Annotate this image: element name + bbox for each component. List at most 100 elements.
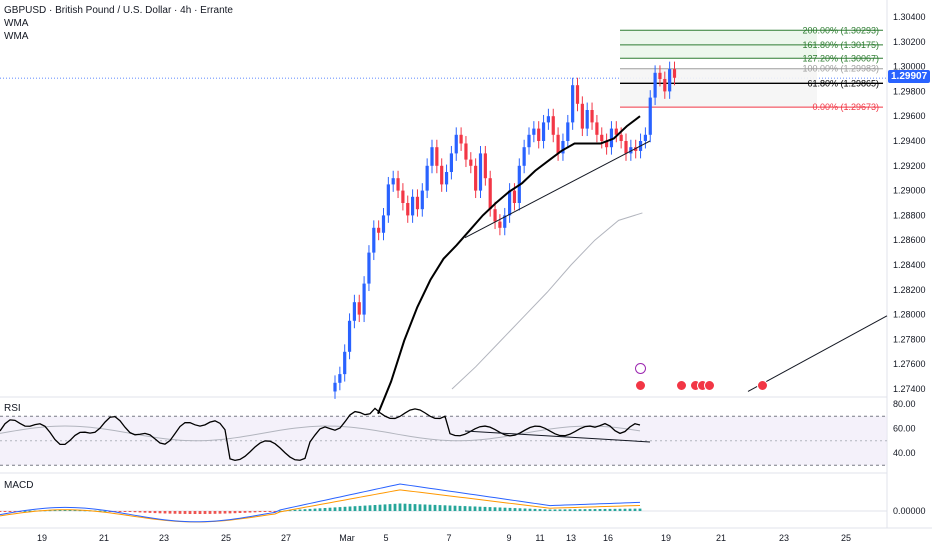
macd-histogram-bar [293,509,297,511]
macd-histogram-bar [318,508,322,511]
candle-body [444,172,449,185]
macd-histogram-bar [373,505,377,511]
candle-body [338,374,342,383]
macd-histogram-bar [233,511,237,514]
candle-body [396,178,400,191]
macd-histogram-bar [378,504,382,511]
candle-body [541,122,546,141]
candle-body [537,128,541,141]
macd-histogram-bar [103,510,107,512]
macd-histogram-bar [578,509,582,511]
macd-histogram-bar [418,504,422,511]
price-tick-label: 1.28800 [893,210,926,220]
macd-histogram-bar [588,509,592,511]
macd-histogram-bar [598,509,602,511]
macd-histogram-bar [463,506,467,511]
time-axis-label: 19 [37,533,47,543]
macd-histogram-bar [488,507,492,511]
macd-histogram-bar [248,511,252,513]
macd-histogram-bar [178,511,182,514]
macd-histogram-bar [433,504,437,511]
macd-histogram-bar [503,507,507,511]
macd-histogram-bar [383,504,387,511]
macd-histogram-bar [533,508,537,511]
wma-indicator-label-1[interactable]: WMA [4,18,29,29]
macd-histogram-bar [13,511,17,512]
candle-body [420,190,424,210]
candle-body [381,215,386,233]
candle-body [440,165,444,185]
macd-histogram-bar [298,509,302,511]
candle-body [668,69,672,92]
macd-histogram-bar [613,508,617,511]
candle-body [411,196,415,216]
time-axis-label: 27 [281,533,291,543]
candle-body [478,153,483,191]
us-flag-event-icon[interactable] [635,380,646,391]
candle-body [532,128,536,135]
rsi-trendline [464,430,651,443]
macd-line [0,483,641,523]
macd-histogram-bar [348,506,352,511]
rsi-line [0,407,641,461]
price-tick-label: 1.28200 [893,285,926,295]
candle-body [634,147,638,151]
candle-body [527,134,531,148]
macd-histogram-bar [168,511,172,514]
price-tick-label: 1.27800 [893,334,926,344]
macd-histogram-bar [253,511,257,513]
candle-body [508,190,512,216]
candle-body [605,141,609,148]
fib-zone-upper [620,30,817,59]
us-flag-event-icon[interactable] [757,380,768,391]
macd-histogram-bar [453,505,457,511]
candle-body [619,134,623,141]
candle-body [522,147,526,166]
chart-header: GBPUSD · British Pound / U.S. Dollar · 4… [4,4,233,43]
macd-histogram-bar [408,503,412,511]
fib-level-label: 127.20% (1.30067) [802,53,879,63]
macd-histogram-bar [638,508,642,511]
macd-histogram-bar [53,510,57,512]
symbol-title[interactable]: GBPUSD · British Pound / U.S. Dollar · 4… [4,5,233,16]
macd-histogram-bar [618,508,622,511]
macd-histogram-bar [413,504,417,511]
macd-histogram-bar [208,511,212,514]
us-flag-event-icon[interactable] [676,380,687,391]
macd-histogram-bar [493,507,497,511]
macd-histogram-bar [98,510,102,512]
candle-body [483,153,487,179]
candle-body [503,215,507,228]
candle-body [653,72,657,98]
candle-body [546,116,550,123]
macd-histogram-bar [558,509,562,511]
macd-histogram-bar [198,511,202,514]
macd-histogram-bar [343,506,347,511]
fib-level-label: 0.00% (1.29673) [812,102,879,112]
macd-histogram-bar [333,507,337,511]
fib-zone-lower [620,68,817,108]
lightning-event-icon[interactable] [635,363,646,374]
rsi-signal-line [0,425,641,442]
macd-histogram-bar [243,511,247,513]
price-tick-label: 1.29200 [893,161,926,171]
rsi-pane-label[interactable]: RSI [4,403,21,414]
macd-histogram-bar [203,511,207,514]
candle-body [493,209,497,222]
wma-indicator-label-2[interactable]: WMA [4,31,29,42]
time-axis-label: 16 [603,533,613,543]
macd-histogram-bar [628,508,632,511]
fib-level-label: 61.80% (1.29865) [807,78,879,88]
us-flag-event-icon[interactable] [704,380,715,391]
macd-histogram-bar [438,505,442,511]
candle-body [643,134,647,141]
macd-pane-label[interactable]: MACD [4,480,34,491]
wma-fast-line [377,115,641,415]
candle-body [488,178,492,210]
candle-body [580,103,584,129]
time-axis-label: 25 [841,533,851,543]
macd-histogram-bar [143,511,147,513]
macd-histogram-bar [278,510,282,512]
time-axis-label: 23 [159,533,169,543]
